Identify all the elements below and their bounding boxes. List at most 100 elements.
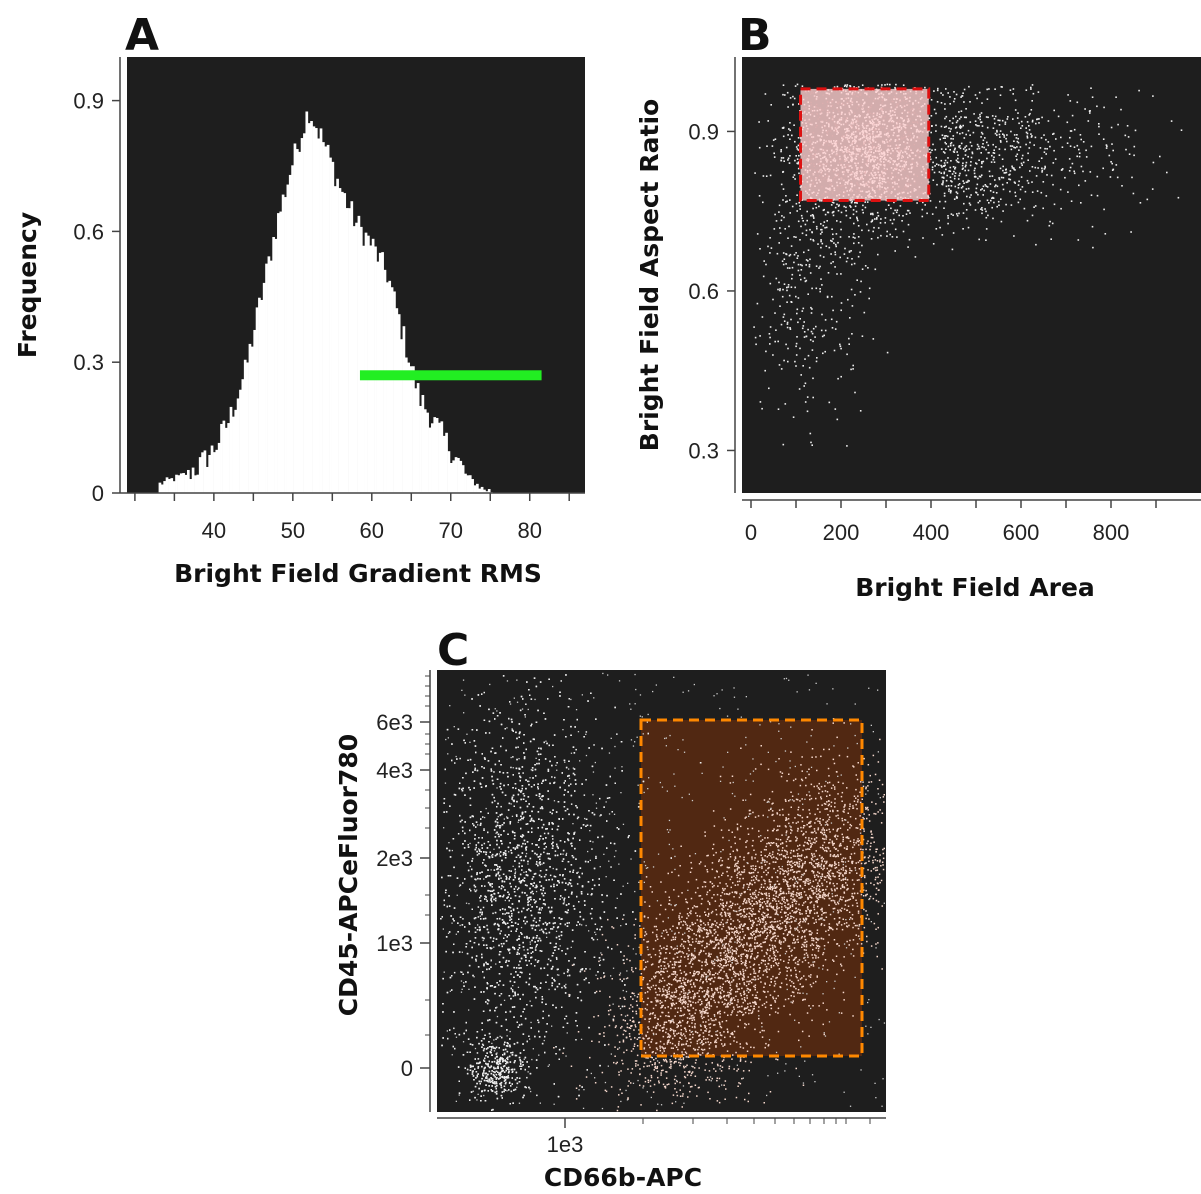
scatter-point <box>973 172 976 175</box>
scatter-point <box>987 214 989 217</box>
scatter-point <box>935 228 938 230</box>
histogram-bar <box>293 143 297 494</box>
scatter-point <box>1043 134 1045 136</box>
scatter-point <box>761 316 764 318</box>
scatter-point <box>793 261 795 264</box>
scatter-point <box>1029 112 1031 115</box>
histogram-bar <box>449 462 453 493</box>
scatter-point <box>971 151 974 154</box>
scatter-point <box>1017 112 1019 114</box>
scatter-point <box>850 288 853 291</box>
scatter-point <box>790 286 793 288</box>
scatter-point <box>864 265 867 267</box>
scatter-point <box>854 294 856 296</box>
scatter-point <box>823 334 825 337</box>
scatter-point <box>1047 120 1050 122</box>
scatter-point <box>797 137 800 139</box>
scatter-point <box>1027 182 1030 184</box>
scatter-point <box>963 137 966 139</box>
scatter-point <box>948 188 950 190</box>
scatter-point <box>837 205 840 207</box>
scatter-point <box>1116 176 1119 179</box>
scatter-point <box>785 263 787 265</box>
scatter-point <box>823 208 825 211</box>
histogram-bar <box>253 329 257 493</box>
scatter-point <box>930 131 932 134</box>
scatter-point <box>893 218 895 221</box>
scatter-point <box>832 214 835 217</box>
scatter-point <box>803 321 805 323</box>
scatter-point <box>765 263 767 266</box>
scatter-point <box>995 146 997 148</box>
scatter-point <box>1019 146 1022 148</box>
scatter-point <box>795 354 798 356</box>
panel-a-x-title: Bright Field Gradient RMS <box>174 559 542 588</box>
scatter-point <box>771 145 774 147</box>
scatter-point <box>800 214 803 217</box>
scatter-point <box>1005 171 1008 174</box>
scatter-point <box>856 202 858 204</box>
scatter-point <box>832 261 834 263</box>
scatter-point <box>1026 219 1029 222</box>
scatter-point <box>1071 114 1074 117</box>
histogram-bar <box>286 184 290 493</box>
histogram-bar <box>414 388 418 493</box>
scatter-point <box>933 108 936 111</box>
scatter-point <box>1031 214 1034 217</box>
scatter-point <box>944 141 946 144</box>
scatter-point <box>799 274 801 276</box>
scatter-point <box>992 158 995 161</box>
histogram-bar <box>445 432 448 493</box>
scatter-point <box>856 216 858 219</box>
scatter-point <box>974 120 977 122</box>
scatter-point <box>886 83 889 86</box>
scatter-point <box>759 248 761 250</box>
histogram-bar <box>331 161 335 493</box>
scatter-point <box>998 177 1000 179</box>
scatter-point <box>1010 204 1013 206</box>
scatter-point <box>1049 145 1051 148</box>
histogram-bar <box>269 260 273 493</box>
scatter-point <box>1080 165 1083 168</box>
scatter-point <box>1004 172 1007 174</box>
scatter-point <box>1011 145 1014 147</box>
scatter-point <box>772 139 775 141</box>
scatter-point <box>974 209 977 211</box>
scatter-point <box>992 127 995 129</box>
scatter-point <box>969 134 971 136</box>
scatter-point <box>867 229 870 232</box>
scatter-point <box>959 124 962 127</box>
scatter-point <box>1020 127 1022 129</box>
scatter-point <box>820 228 822 231</box>
scatter-point <box>759 335 761 337</box>
scatter-point <box>1131 176 1133 179</box>
scatter-point <box>959 172 961 175</box>
scatter-point <box>793 97 796 100</box>
scatter-point <box>982 185 985 188</box>
scatter-point <box>954 175 956 177</box>
scatter-point <box>1035 122 1037 125</box>
scatter-point <box>783 359 785 362</box>
scatter-point <box>852 368 854 370</box>
scatter-point <box>1030 136 1033 138</box>
scatter-point <box>1026 135 1029 138</box>
scatter-point <box>819 233 822 235</box>
histogram-bar <box>348 208 351 494</box>
scatter-point <box>797 321 799 324</box>
scatter-point <box>795 155 797 157</box>
scatter-point <box>934 148 937 151</box>
scatter-point <box>976 143 979 146</box>
scatter-point <box>922 237 924 239</box>
scatter-point <box>825 245 828 247</box>
scatter-point <box>967 169 970 172</box>
scatter-point <box>1047 141 1050 143</box>
scatter-point <box>871 212 874 215</box>
scatter-point <box>962 180 964 182</box>
scatter-point <box>789 253 792 256</box>
scatter-point <box>872 338 875 340</box>
scatter-point <box>812 340 814 343</box>
scatter-point <box>830 239 832 242</box>
scatter-point <box>985 185 988 187</box>
scatter-point <box>1067 94 1069 96</box>
scatter-point <box>791 277 793 280</box>
